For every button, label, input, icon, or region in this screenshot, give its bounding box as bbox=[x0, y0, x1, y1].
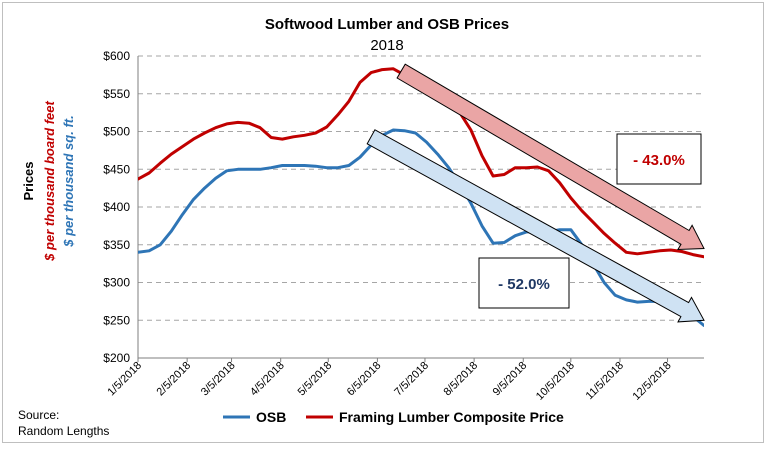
x-tick-label: 2/5/2018 bbox=[155, 360, 194, 399]
x-tick-label: 11/5/2018 bbox=[584, 360, 627, 403]
chart-subtitle: 2018 bbox=[370, 37, 403, 54]
y-tick-label: $200 bbox=[103, 351, 130, 365]
lumber-decline-arrow bbox=[396, 63, 705, 251]
y-tick-label: $250 bbox=[103, 313, 130, 327]
x-tick-label: 1/5/2018 bbox=[105, 360, 144, 399]
y-axis-title-osb: $ per thousand sq. ft. bbox=[61, 115, 76, 247]
x-tick-label: 4/5/2018 bbox=[248, 360, 287, 399]
y-tick-label: $350 bbox=[103, 238, 130, 252]
x-tick-label: 6/5/2018 bbox=[345, 360, 384, 399]
y-tick-label: $550 bbox=[103, 87, 130, 101]
y-axis-ticks: $200 $250 $300 $350 $400 $450 $500 $550 $600 bbox=[103, 49, 130, 365]
y-tick-label: $600 bbox=[103, 49, 130, 63]
x-tick-label: 12/5/2018 bbox=[631, 360, 674, 403]
x-tick-label: 3/5/2018 bbox=[199, 360, 238, 399]
legend-lumber-label: Framing Lumber Composite Price bbox=[339, 409, 564, 425]
y-axis-title: Prices bbox=[21, 161, 36, 200]
source-name: Random Lengths bbox=[18, 424, 109, 438]
x-tick-label: 10/5/2018 bbox=[534, 360, 577, 403]
legend-osb-label: OSB bbox=[256, 409, 286, 425]
osb-line bbox=[138, 128, 704, 328]
x-tick-label: 8/5/2018 bbox=[441, 360, 480, 399]
x-tick-label: 5/5/2018 bbox=[296, 360, 335, 399]
lumber-change-label: - 43.0% bbox=[633, 152, 685, 169]
lumber-change-box: - 43.0% bbox=[616, 133, 702, 185]
osb-change-box: - 52.0% bbox=[478, 257, 570, 309]
y-tick-label: $300 bbox=[103, 276, 130, 290]
y-tick-label: $500 bbox=[103, 125, 130, 139]
chart-frame: Softwood Lumber and OSB Prices 2018 Pric… bbox=[2, 2, 764, 443]
osb-change-label: - 52.0% bbox=[498, 276, 550, 293]
source-label: Source: bbox=[18, 408, 59, 422]
x-tick-label: 9/5/2018 bbox=[491, 360, 530, 399]
x-tick-label: 7/5/2018 bbox=[392, 360, 431, 399]
x-axis-ticks: 1/5/2018 2/5/2018 3/5/2018 4/5/2018 5/5/2018… bbox=[105, 358, 674, 403]
y-tick-label: $400 bbox=[103, 200, 130, 214]
trend-arrows bbox=[366, 63, 705, 323]
chart-title: Softwood Lumber and OSB Prices bbox=[265, 16, 509, 33]
y-axis-title-lumber: $ per thousand board feet bbox=[42, 101, 57, 262]
osb-decline-arrow bbox=[366, 129, 705, 323]
legend: OSB Framing Lumber Composite Price bbox=[223, 409, 564, 425]
y-tick-label: $450 bbox=[103, 162, 130, 176]
chart-svg: Softwood Lumber and OSB Prices 2018 Pric… bbox=[18, 16, 705, 438]
